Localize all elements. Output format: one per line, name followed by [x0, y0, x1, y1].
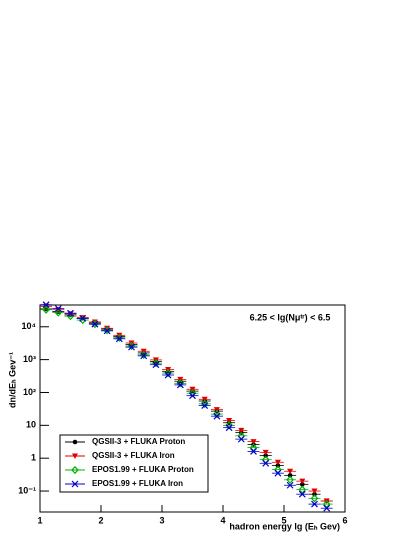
data-point — [287, 468, 294, 475]
data-point — [42, 301, 50, 309]
x-tick-label: 3 — [159, 515, 164, 525]
data-point — [91, 320, 99, 328]
data-point — [226, 418, 233, 424]
data-point — [201, 402, 209, 409]
data-point — [201, 396, 208, 403]
x-tick-label: 1 — [37, 515, 42, 525]
data-point — [225, 424, 233, 432]
x-tick-label: 6 — [342, 515, 347, 525]
y-tick-label: 10² — [23, 387, 36, 397]
legend-label: QGSII-3 + FLUKA Iron — [92, 451, 175, 460]
data-point — [250, 439, 257, 445]
data-point — [263, 453, 269, 458]
data-point — [67, 309, 74, 317]
data-point — [237, 435, 245, 443]
data-point — [286, 475, 294, 484]
y-tick-label: 1 — [31, 453, 36, 463]
x-axis-label: hadron energy lg (Eₕ Gev) — [229, 521, 340, 531]
data-point — [91, 319, 98, 325]
data-point — [213, 410, 221, 419]
x-tick-label: 4 — [220, 515, 225, 525]
data-point — [298, 490, 306, 498]
legend-label: EPOS1.99 + FLUKA Proton — [92, 465, 194, 474]
y-tick-label: 10⁻¹ — [18, 485, 36, 495]
plot-frame — [39, 304, 346, 513]
data-point — [213, 412, 221, 420]
y-tick-label: 10 — [26, 420, 36, 430]
data-point — [298, 485, 307, 494]
data-point — [286, 481, 294, 489]
data-point — [189, 392, 196, 400]
data-point — [213, 407, 220, 413]
legend-marker — [71, 465, 79, 475]
y-tick-label: 10⁴ — [22, 321, 36, 331]
data-point — [274, 469, 282, 477]
legend-label: QGSII-3 + FLUKA Proton — [92, 437, 185, 446]
data-point — [250, 448, 257, 455]
data-point — [54, 308, 63, 317]
data-point — [42, 305, 50, 314]
data-point — [54, 305, 62, 312]
data-point — [152, 361, 160, 369]
annotation: 6.25 < lg(Nμᵗʳ) < 6.5 — [250, 312, 331, 322]
data-point — [104, 325, 111, 332]
legend-label: EPOS1.99 + FLUKA Iron — [92, 479, 183, 488]
y-axis-label: dn/dEₕ Gev⁻¹ — [7, 352, 17, 408]
data-point — [275, 463, 281, 468]
data-point — [311, 500, 318, 508]
data-point — [274, 459, 281, 466]
data-point — [299, 478, 306, 485]
data-point — [312, 491, 317, 497]
data-point — [262, 459, 270, 467]
data-point — [91, 320, 99, 329]
data-point — [262, 449, 269, 456]
data-point — [140, 352, 148, 360]
data-point — [287, 473, 293, 478]
data-point — [164, 368, 172, 378]
data-point — [116, 332, 123, 339]
x-tick-label: 2 — [98, 515, 103, 525]
data-point — [300, 482, 305, 487]
data-point — [238, 427, 245, 434]
x-tick-label: 5 — [281, 515, 286, 525]
data-point — [310, 494, 319, 503]
data-point — [78, 315, 87, 325]
data-point — [311, 488, 318, 495]
data-point — [176, 381, 184, 389]
data-point — [164, 371, 172, 379]
data-point — [323, 504, 331, 512]
legend-marker — [71, 480, 79, 488]
data-point — [115, 335, 123, 343]
data-point — [322, 500, 331, 509]
data-point — [103, 327, 111, 335]
data-point — [225, 421, 233, 430]
legend-marker — [72, 439, 78, 445]
data-point — [128, 343, 135, 351]
y-tick-label: 10³ — [23, 354, 36, 364]
data-point — [79, 314, 87, 322]
legend-box — [59, 434, 209, 493]
legend-marker — [72, 453, 78, 459]
